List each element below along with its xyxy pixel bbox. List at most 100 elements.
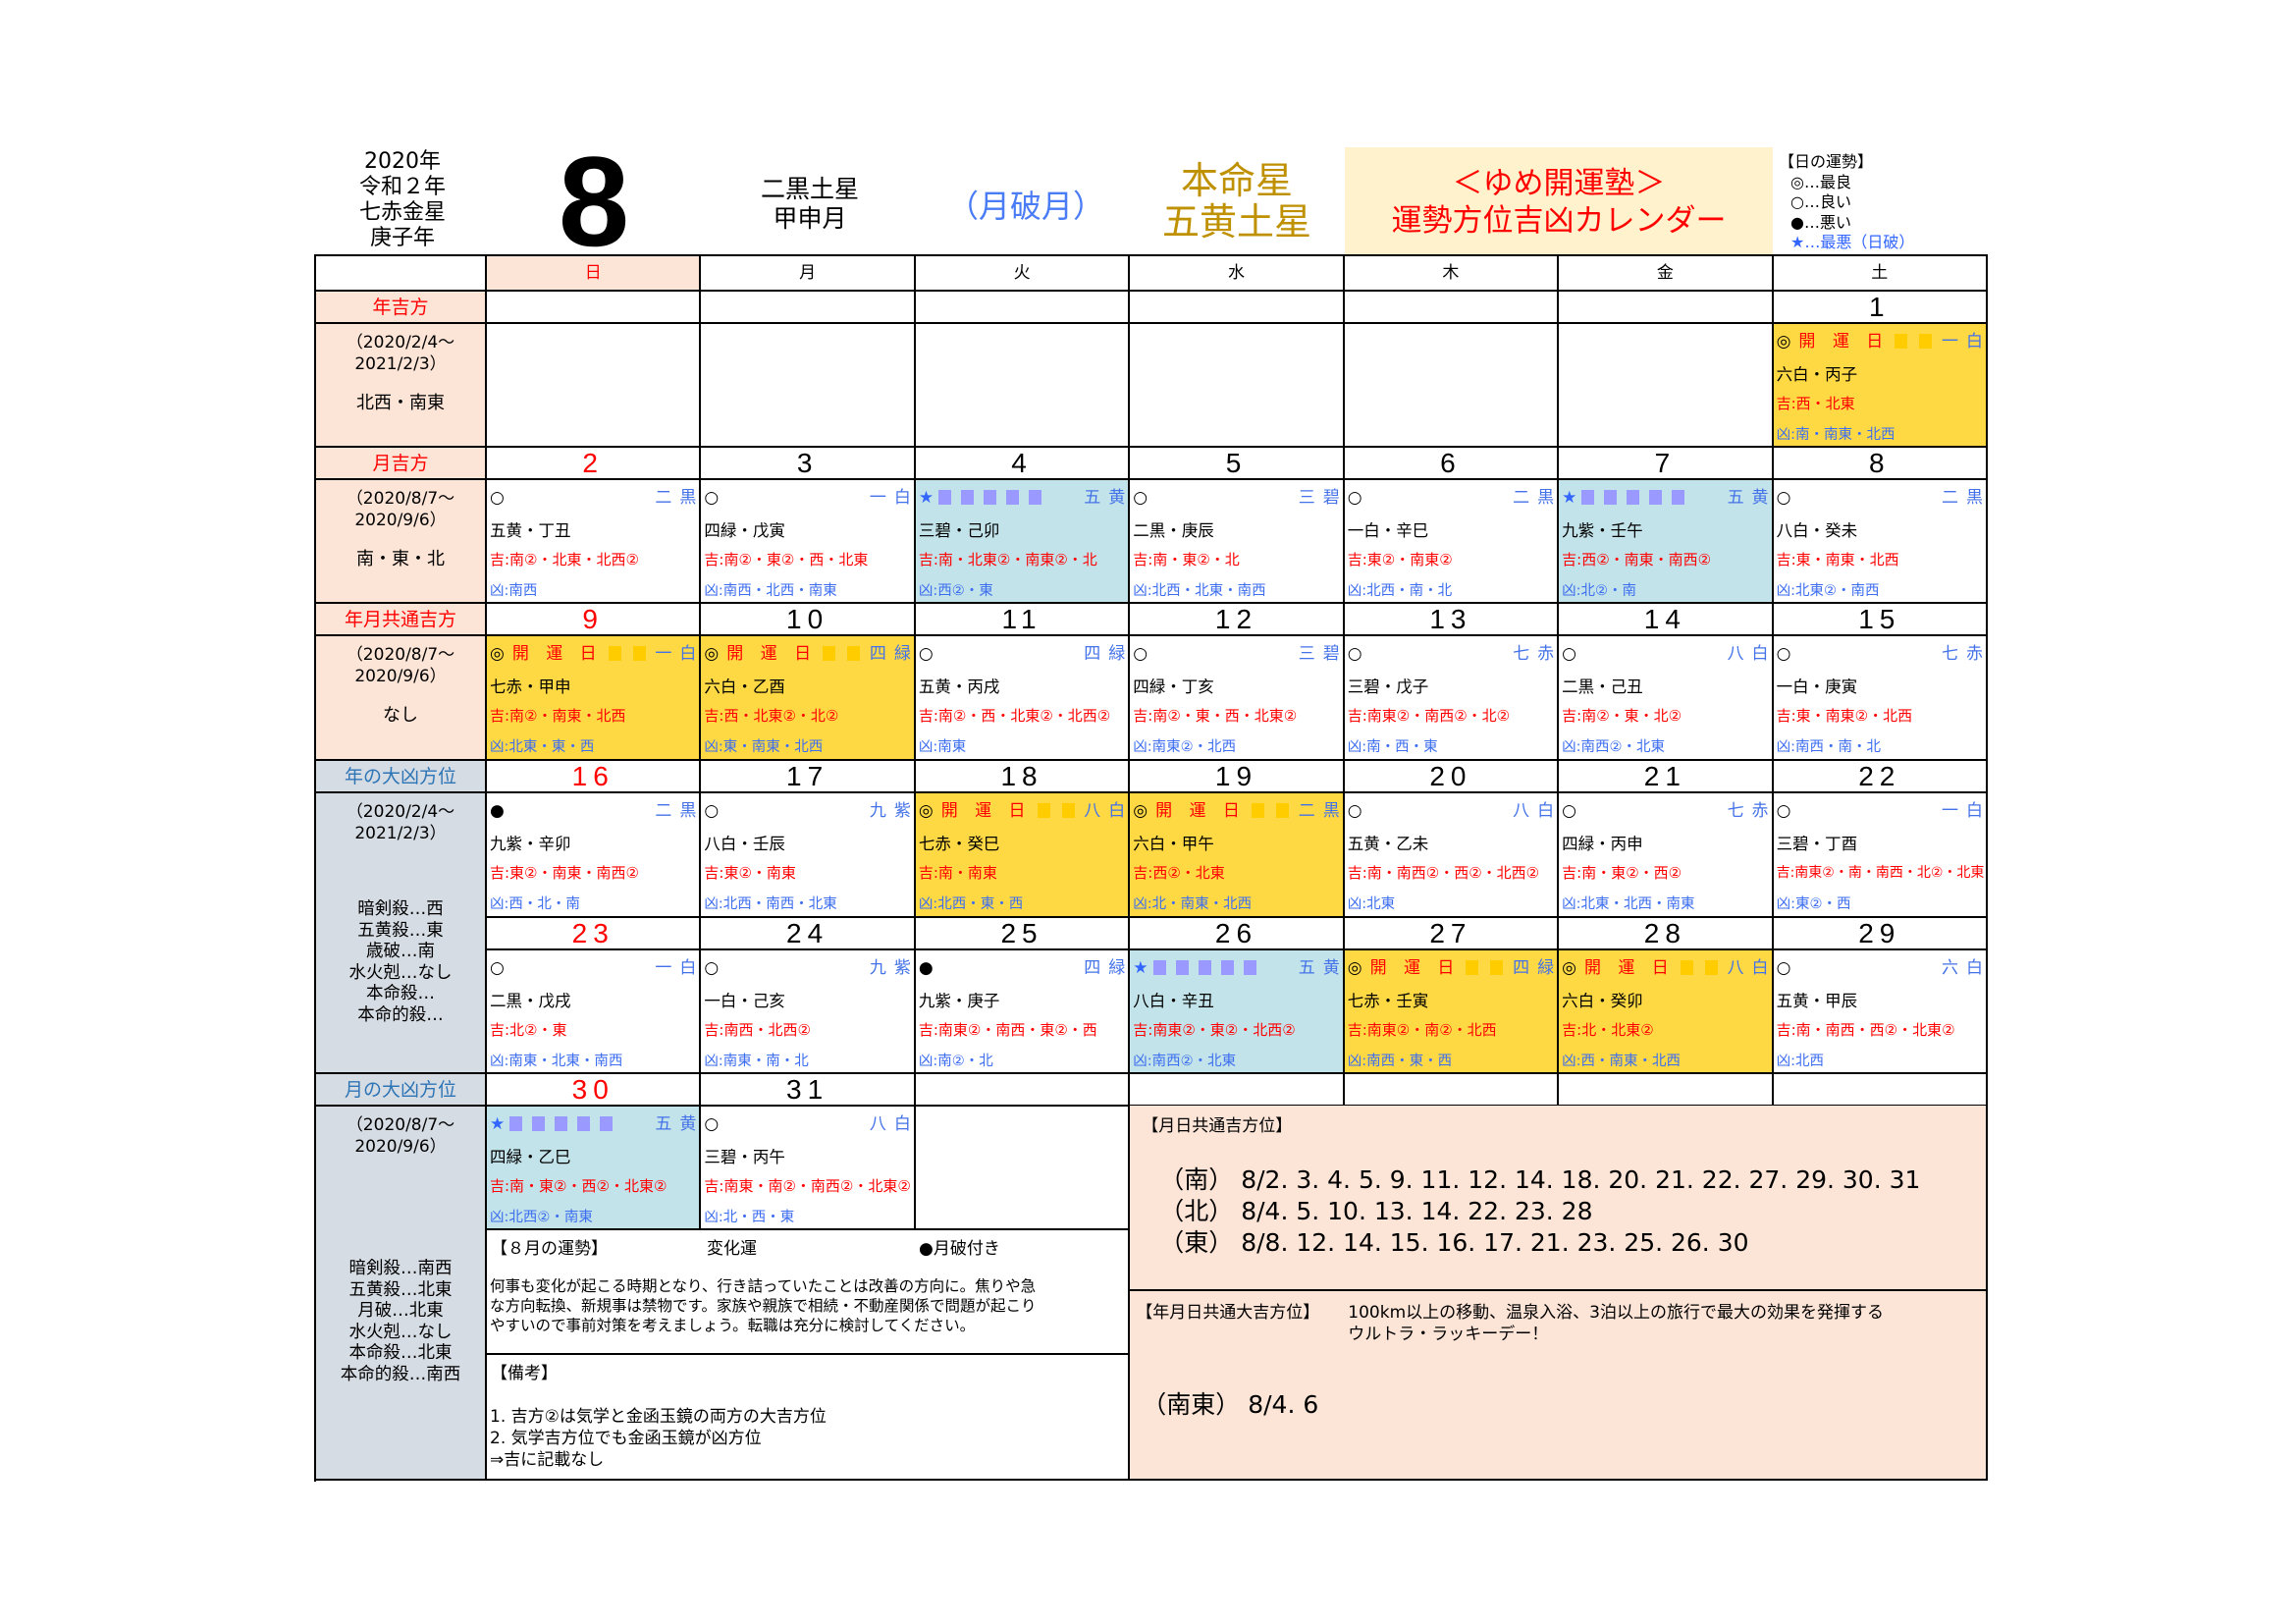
day-cell[interactable]: ○ 一白 三碧・丁酉 吉:南東②・南・南西・北②・北東 凶:東②・西 (1773, 793, 1988, 918)
day-cell[interactable]: ○ 二黒 五黄・丁丑 吉:南②・北東・北西② 凶:南西 (487, 480, 702, 604)
day-kyo: 凶:南東・南・北 (704, 1054, 809, 1069)
fortune-mark: ○ (1776, 488, 1791, 508)
kaiun-square-icon (1490, 960, 1504, 975)
star-square-icon (532, 1116, 546, 1131)
day-kyo: 凶:西・北・南 (490, 896, 580, 912)
day-fortune-line: ○ 二黒 (490, 486, 696, 510)
fortune-mark: ◎ (1562, 958, 1576, 978)
day-cell[interactable]: ○ 七赤 三碧・戊子 吉:南東②・南西②・北② 凶:南・西・東 (1344, 636, 1560, 761)
day-kyusei: 三碧・戊子 (1347, 677, 1429, 696)
day-fortune-line: ● 四緑 (919, 956, 1125, 980)
day-fortune-line: ○ 七赤 (1562, 799, 1768, 823)
day-cell[interactable]: ○ 一白 四緑・戊寅 吉:南②・東②・西・北東 凶:南西・北西・南東 (701, 480, 916, 604)
day-kyusei: 二黒・己丑 (1562, 677, 1643, 696)
day-kichi: 吉:北・北東② (1562, 1021, 1654, 1039)
day-cell[interactable]: ◎ 開 運 日 一白 六白・丙子 吉:西・北東 凶:南・南東・北西 (1773, 324, 1988, 448)
date-empty (1344, 292, 1560, 324)
date-number: 14 (1559, 604, 1774, 636)
day-star-right: 一白 (1942, 801, 1988, 821)
day-star-right: 四緑 (1513, 958, 1560, 978)
date-number: 24 (701, 918, 916, 950)
day-cell[interactable]: ○ 三碧 二黒・庚辰 吉:南・東②・北 凶:北西・北東・南西 (1130, 480, 1345, 604)
day-cell[interactable]: ○ 七赤 四緑・丙申 吉:南・東②・西② 凶:北東・北西・南東 (1559, 793, 1774, 918)
day-cell[interactable]: ○ 八白 二黒・己丑 吉:南②・東・北② 凶:南西②・北東 (1559, 636, 1774, 761)
period-line: 2020/9/6） (354, 1137, 447, 1157)
kaiun-square-icon (1037, 803, 1050, 818)
day-kyo: 凶:南西・東・西 (1347, 1054, 1453, 1069)
date-empty (487, 292, 702, 324)
day-cell[interactable]: ◎ 開 運 日 二黒 六白・甲午 吉:西②・北東 凶:北・南東・北西 (1130, 793, 1345, 918)
day-cell[interactable]: ○ 一白 二黒・戊戌 吉:北②・東 凶:南東・北東・南西 (487, 950, 702, 1074)
day-star-right: 六白 (1942, 958, 1988, 978)
day-star-right: 二黒 (655, 488, 702, 508)
day-cell[interactable]: ○ 九紫 一白・己亥 吉:南西・北西② 凶:南東・南・北 (701, 950, 916, 1074)
period-line: （2020/8/7〜 (346, 645, 455, 665)
day-cell[interactable]: ★ 五黄 四緑・乙巳 吉:南・東②・西②・北東② 凶:北西②・南東 (487, 1107, 702, 1230)
day-cell[interactable]: ★ 五黄 三碧・己卯 吉:南・北東②・南東②・北 凶:西②・東 (915, 480, 1131, 604)
side-content-1: （2020/8/7〜 2020/9/6） 南・東・北 (316, 480, 487, 604)
day-fortune-line: ◎ 開 運 日四緑 (704, 642, 910, 666)
month-star: 二黒土星 甲申月 (717, 175, 903, 234)
day-cell[interactable]: ○ 四緑 五黄・丙戌 吉:南②・西・北東②・北西② 凶:南東 (915, 636, 1131, 761)
common-md-panel: 【月日共通吉方位】 （南） 8/2. 3. 4. 5. 9. 11. 12. 14… (1130, 1106, 1988, 1291)
day-cell[interactable]: ◎ 開 運 日 八白 六白・癸卯 吉:北・北東② 凶:西・南東・北西 (1559, 950, 1774, 1074)
day-fortune-line: ◎ 開 運 日四緑 (1348, 956, 1554, 980)
legend: 【日の運勢】 ◎…最良 ○…良い ●…悪い ★…最悪（日破） (1779, 152, 1914, 253)
fortune-name: 変化運 (707, 1239, 757, 1259)
day-fortune-line: ○ 一白 (704, 486, 910, 510)
side-label-3: 年の大凶方位 (316, 761, 487, 793)
day-star-right: 八白 (1727, 644, 1774, 664)
day-cell[interactable]: ★ 五黄 九紫・壬午 吉:西②・南東・南西② 凶:北②・南 (1559, 480, 1774, 604)
date-number: 26 (1130, 918, 1345, 950)
day-fortune-line: ○ 一白 (490, 956, 696, 980)
day-kyo: 凶:南・西・東 (1347, 739, 1438, 755)
day-cell[interactable]: ◎ 開 運 日 四緑 六白・乙酉 吉:西・北東②・北② 凶:東・南東・北西 (701, 636, 916, 761)
date-empty (915, 1074, 1131, 1107)
day-kichi: 吉:南・北東②・南東②・北 (918, 551, 1097, 568)
day-fortune-line: ◎ 開 運 日一白 (490, 642, 696, 666)
fortune-mark: ★ (1133, 958, 1148, 978)
day-cell[interactable]: ○ 八白 五黄・乙未 吉:南・南西②・西②・北西② 凶:北東 (1344, 793, 1560, 918)
fortune-mark: ★ (918, 488, 934, 508)
day-cell[interactable]: ● 二黒 九紫・辛卯 吉:東②・南東・南西② 凶:西・北・南 (487, 793, 702, 918)
day-cell[interactable]: ○ 六白 五黄・甲辰 吉:南・南西・西②・北東② 凶:北西 (1773, 950, 1988, 1074)
day-kyusei: 五黄・甲辰 (1776, 992, 1858, 1010)
day-cell[interactable]: ○ 八白 三碧・丙午 吉:南東・南②・南西②・北東② 凶:北・西・東 (701, 1107, 916, 1230)
day-cell[interactable]: ◎ 開 運 日 八白 七赤・癸巳 吉:南・南東 凶:北西・東・西 (915, 793, 1131, 918)
day-fortune-line: ○ 四緑 (919, 642, 1125, 666)
day-cell[interactable]: ○ 九紫 八白・壬辰 吉:東②・南東 凶:北西・南西・北東 (701, 793, 916, 918)
day-star-right: 一白 (655, 958, 702, 978)
day-cell[interactable]: ○ 七赤 一白・庚寅 吉:東・南東②・北西 凶:南西・南・北 (1773, 636, 1988, 761)
day-cell[interactable]: ○ 二黒 一白・辛巳 吉:東②・南東② 凶:北西・南・北 (1344, 480, 1560, 604)
date-number: 3 (701, 448, 916, 480)
side-value: 北西・南東 (316, 393, 485, 414)
day-fortune-line: ○ 九紫 (704, 799, 910, 823)
kaiun-square-icon (1275, 803, 1289, 818)
day-star-right: 二黒 (1513, 488, 1560, 508)
side-value: 暗剣殺…南西 五黄殺…北東 月破…北東 水火剋…なし 本命殺…北東 本命的殺…南西 (316, 1259, 485, 1385)
side-content-4: （2020/8/7〜 2020/9/6） 暗剣殺…南西 五黄殺…北東 月破…北東 水火剋…… (316, 1107, 487, 1481)
side-value-line: 本命殺… (366, 984, 435, 1003)
date-number: 19 (1130, 761, 1345, 793)
date-number: 11 (915, 604, 1131, 636)
fortune-text-line: な方向転換、新規事は禁物です。家族や親族で相続・不動産関係で問題が起こり (490, 1297, 1037, 1315)
day-kyusei: 六白・癸卯 (1562, 992, 1643, 1010)
day-kichi: 吉:南・南西②・西②・北西② (1347, 864, 1540, 882)
day-kyo: 凶:南西②・北東 (1133, 1054, 1237, 1069)
day-star-right: 五黄 (1084, 488, 1131, 508)
day-kyusei: 四緑・戊寅 (704, 521, 785, 540)
day-cell[interactable]: ○ 二黒 八白・癸未 吉:東・南東・北西 凶:北東②・南西 (1773, 480, 1988, 604)
day-fortune-line: ○ 六白 (1777, 956, 1983, 980)
day-cell[interactable]: ● 四緑 九紫・庚子 吉:南東②・南西・東②・西 凶:南②・北 (915, 950, 1131, 1074)
day-kichi: 吉:南東②・東②・北西② (1133, 1021, 1296, 1039)
day-cell[interactable]: ★ 五黄 八白・辛丑 吉:南東②・東②・北西② 凶:南西②・北東 (1130, 950, 1345, 1074)
period-line: 2020/9/6） (354, 667, 447, 686)
date-number: 6 (1344, 448, 1560, 480)
day-cell[interactable]: ○ 三碧 四緑・丁亥 吉:南②・東・西・北東② 凶:南東②・北西 (1130, 636, 1345, 761)
legend-worst: ★…最悪（日破） (1790, 233, 1915, 251)
day-kichi: 吉:北②・東 (490, 1021, 567, 1039)
fortune-mark: ○ (704, 1114, 720, 1134)
date-number: 20 (1344, 761, 1560, 793)
day-cell[interactable]: ◎ 開 運 日 一白 七赤・甲申 吉:南②・南東・北西 凶:北東・東・西 (487, 636, 702, 761)
day-cell[interactable]: ◎ 開 運 日 四緑 七赤・壬寅 吉:南東②・南②・北西 凶:南西・東・西 (1344, 950, 1560, 1074)
